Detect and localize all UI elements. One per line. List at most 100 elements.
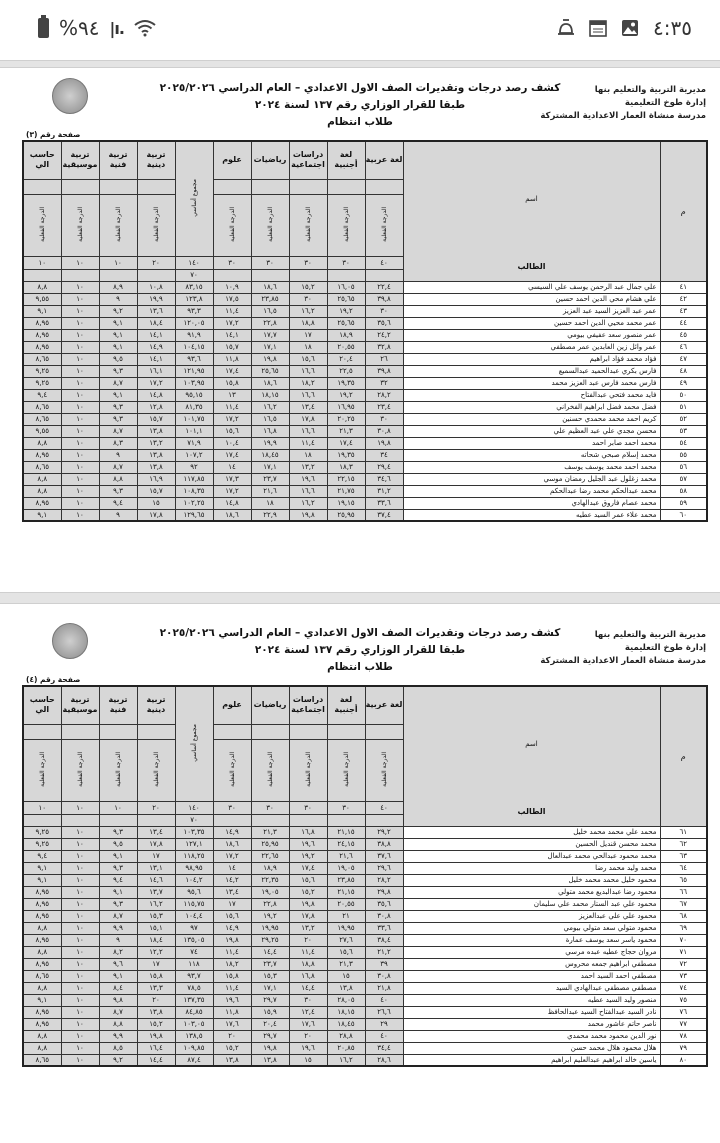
student-label: الطالب [517, 806, 546, 816]
grade-cell: ١٧,٨ [288, 412, 328, 426]
grade-cell: ٩,١ [98, 885, 138, 899]
blank-cell [60, 723, 100, 740]
actual-grade-label: الدرجة الفعلية [114, 206, 122, 242]
column-header-name: اسم الطالب [402, 685, 661, 827]
grade-cell: ٩٨,٩٥ [174, 861, 214, 875]
grade-cell: ٩,٤ [22, 849, 62, 863]
table-row: ٦١ محمد علي محمد محمد خليل ٢٩,٢ ٢١,١٥ ١٦,٨ ٢١… [22, 825, 708, 839]
grade-cell: ٣٤ [364, 448, 404, 462]
grade-cell: ١٦,٠٥ [326, 280, 366, 294]
grade-cell: ٨,٩٥ [22, 897, 62, 911]
grade-cell: ٨,٨ [22, 1041, 62, 1055]
grade-cell: ١٠ [60, 280, 100, 294]
row-number: ٧٤ [659, 981, 708, 995]
actual-grade-label: الدرجة الفعلية [228, 751, 236, 787]
grade-cell: ١٠ [60, 1005, 100, 1019]
grade-cell: ١٩,٢ [250, 909, 290, 923]
actual-grade-label: الدرجة الفعلية [342, 206, 350, 242]
student-name: عمر منصور سعد عفيفي بيومي [402, 328, 661, 342]
grade-cell: ١٣,٢ [288, 921, 328, 935]
grade-cell: ٨,٨ [98, 1017, 138, 1031]
row-number: ٧٨ [659, 1029, 708, 1043]
blank-cell [326, 813, 366, 827]
grade-cell: ١٩,٨ [250, 352, 290, 366]
grade-cell: ٩,٢٥ [22, 837, 62, 851]
title-line: طلاب انتظام [327, 116, 393, 128]
grade-cell: ٩,٣ [98, 897, 138, 911]
grade-cell: ٢٧,٦ [326, 933, 366, 947]
column-header-subject: رياضيات [250, 140, 290, 180]
max-score-row: ٤٠ ٣٠ ٣٠ ٣٠ ٣٠ ١٤٠ ٢٠ ١٠ ١٠ ١٠ [22, 800, 707, 815]
school-line: مدرسة منشاة العمار الاعدادية المشتركة [540, 656, 706, 666]
grade-cell: ١٧,٢ [212, 849, 252, 863]
grade-cell: ١٨,٤٥ [250, 448, 290, 462]
column-header-subject: لغة عربية [364, 140, 404, 180]
blank-cell [98, 723, 138, 740]
row-number: ٦٨ [659, 909, 708, 923]
blank-cell [364, 178, 404, 195]
grade-cell: ١٠٢,٢٥ [174, 496, 214, 510]
table-row: ٧٨ نور الدين محمود محمد محمدي ٤٠ ٢٨,٨ ٢٠ ٢٩,٧… [22, 1029, 708, 1043]
grade-cell: ٨,٨ [22, 484, 62, 498]
grade-cell: ٩,٩ [98, 1029, 138, 1043]
name-label: اسم [525, 194, 538, 203]
grade-cell: ١٤,٤ [288, 981, 328, 995]
grade-cell: ١٧,٤ [288, 861, 328, 875]
grade-cell: ١١,٤ [288, 945, 328, 959]
alarm-icon [558, 19, 575, 35]
grade-cell: ١٠,٨ [136, 280, 176, 294]
column-header-subject: علوم [212, 140, 252, 180]
student-name: محمد وليد محمد رضا [402, 861, 661, 875]
grade-cell: ٣٧,٤ [364, 508, 404, 522]
actual-grade-label: الدرجة الفعلية [76, 206, 84, 242]
grade-cell: ١٣,٤ [212, 885, 252, 899]
grade-cell: ٩٧ [174, 921, 214, 935]
grade-cell: ٨,٨ [22, 472, 62, 486]
grade-cell: ٢٩,٧ [250, 993, 290, 1007]
grade-cell: ١٨,٩ [250, 861, 290, 875]
school-info: مديرية التربية والتعليم بنها إدارة طوخ ال… [540, 629, 706, 668]
grades-table: م اسم الطالب لغة عربية لغة أجنبية دراسات اجتم… [22, 685, 708, 1067]
grade-cell: ٩,٣ [98, 400, 138, 414]
actual-grade-header: الدرجة الفعلية [60, 738, 100, 802]
grade-cell: ٣٠,٨ [364, 969, 404, 983]
grade-cell: ١٧,٢ [212, 316, 252, 330]
row-number: ٥٤ [659, 436, 708, 450]
table-header-row: م اسم الطالب لغة عربية لغة أجنبية دراسات اجتم… [22, 685, 708, 827]
blank-cell [288, 813, 328, 827]
title-line: طلاب انتظام [327, 661, 393, 673]
grade-cell: ٢٩,٢ [364, 825, 404, 839]
grade-cell: ١٦,٢ [288, 304, 328, 318]
grade-cell: ١٩,٦ [212, 993, 252, 1007]
actual-grade-label: الدرجة الفعلية [304, 206, 312, 242]
column-header-subject: دراسات اجتماعية [288, 685, 328, 725]
grade-cell: ١٣,٤ [288, 400, 328, 414]
table-row: ٥٥ محمد إسلام صبحي شحاته ٣٤ ١٩,٣٥ ١٨ ١٨,٤٥ ١٧,… [22, 448, 708, 462]
blank-cell [22, 178, 62, 195]
grade-cell: ١٩,٩٥ [326, 921, 366, 935]
title-line: كشف رصد درجات وتقديرات الصف الاول الاعدا… [159, 627, 561, 639]
grade-cell: ١٩,٢ [326, 388, 366, 402]
grade-cell: ٩,٤ [98, 873, 138, 887]
blank-cell [288, 178, 328, 195]
grade-cell: ٩,١ [98, 969, 138, 983]
grade-cell: ١٧,٥ [212, 292, 252, 306]
student-name: فارس محمد فارس عبد العزيز محمد [402, 376, 661, 390]
grade-cell: ١٠ [60, 897, 100, 911]
max-score: ٤٠ [364, 255, 404, 270]
school-info: مديرية التربية والتعليم بنها إدارة طوخ ال… [540, 84, 706, 123]
table-row: ٦٧ محمود علي عبد الستار محمد علي سليمان ٣٥… [22, 897, 708, 911]
actual-grade-header: الدرجة الفعلية [98, 193, 138, 257]
actual-grade-label: الدرجة الفعلية [38, 206, 46, 242]
row-number: ٥٦ [659, 460, 708, 474]
student-name: محمد احمد صابر احمد [402, 436, 661, 450]
grade-cell: ١٠٣,٩٥ [174, 376, 214, 390]
grade-cell: ١٠ [60, 849, 100, 863]
grade-cell: ١٥,٢ [136, 1017, 176, 1031]
table-row: ٧٤ مصطفي مصطفي عبدالهادي السيد ٢١,٨ ١٣,٨ ١٤,… [22, 981, 708, 995]
grade-cell: ١٠ [60, 945, 100, 959]
blank-cell [288, 723, 328, 740]
grade-cell: ١٦,٨ [288, 969, 328, 983]
grade-cell: ٩,١ [98, 388, 138, 402]
max-score: ٣٠ [288, 255, 328, 270]
